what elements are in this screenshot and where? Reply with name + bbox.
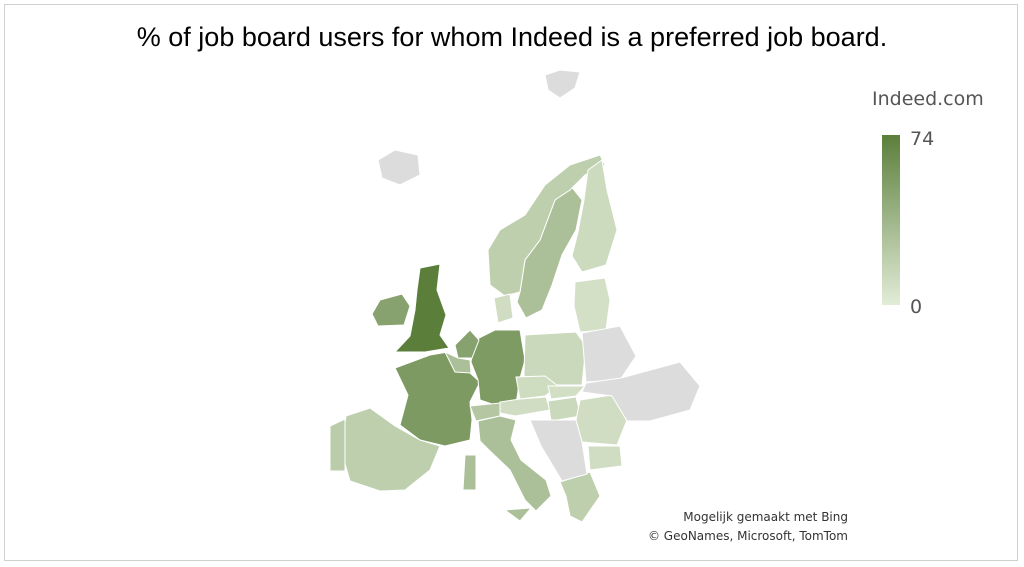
chart-title: % of job board users for whom Indeed is …	[136, 22, 888, 52]
region-svalbard: Svalbard	[544, 69, 581, 99]
region-finland: Finland	[571, 159, 618, 273]
region-portugal: Portugal	[329, 418, 346, 472]
region-united-kingdom: United Kingdom	[393, 263, 450, 353]
region-norway: Norway	[487, 154, 606, 297]
region-bulgaria: Bulgaria	[587, 445, 623, 471]
region-belarus: Belarus	[581, 325, 637, 383]
region-western-balkans: Western Balkans	[529, 419, 588, 482]
region-belgium: Belgium	[443, 350, 472, 374]
region-baltics: Baltics	[573, 277, 611, 333]
legend-color-scale	[882, 135, 900, 305]
map-attribution: Mogelijk gemaakt met Bing © GeoNames, Mi…	[648, 508, 848, 546]
region-germany: Germany	[470, 329, 526, 406]
attribution-line: Mogelijk gemaakt met Bing	[683, 510, 848, 524]
region-italy: Italy	[462, 454, 477, 491]
legend-max-label: 74	[910, 128, 935, 150]
attribution-line: © GeoNames, Microsoft, TomTom	[647, 529, 848, 543]
region-iceland: Iceland	[377, 149, 421, 186]
region-spain: Spain	[340, 407, 441, 492]
region-ireland: Ireland	[371, 293, 411, 327]
legend-min-label: 0	[910, 296, 923, 318]
region-slovakia: Slovakia	[547, 385, 587, 400]
region-ukraine: Ukraine	[581, 361, 701, 422]
region-netherlands: Netherlands	[454, 329, 480, 359]
region-denmark: Denmark	[493, 293, 514, 324]
region-greece: Greece	[559, 471, 601, 523]
chart-frame	[4, 4, 1018, 561]
legend-title: Indeed.com	[872, 88, 984, 110]
region-poland: Poland	[523, 331, 587, 386]
region-italy: Italy	[477, 415, 552, 512]
region-france: France	[394, 351, 481, 447]
region-italy: Italy	[503, 507, 533, 522]
